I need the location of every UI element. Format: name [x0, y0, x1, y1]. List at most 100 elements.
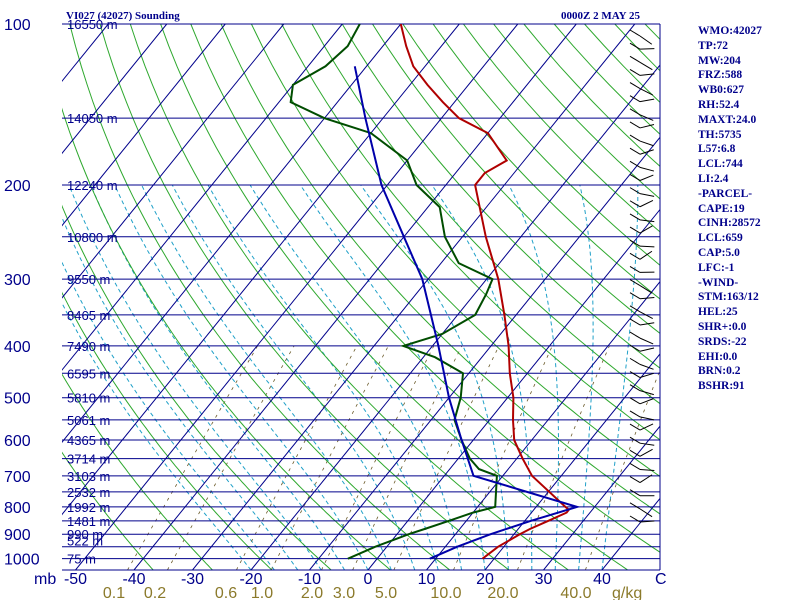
pressure-tick-label: 300 — [4, 272, 31, 289]
wind-barb — [639, 423, 654, 431]
moist-adiabat-line — [508, 184, 559, 570]
wind-barb — [639, 48, 655, 50]
wind-barb — [639, 166, 655, 172]
temperature-tick-label: -20 — [239, 571, 262, 588]
isotherm-line — [62, 24, 460, 516]
dry-adiabat-line — [311, 24, 660, 405]
height-label: 4365 m — [67, 433, 110, 448]
wind-barb-flag — [629, 305, 641, 313]
moist-adiabat-line — [68, 184, 322, 570]
dry-adiabat-line — [584, 24, 660, 103]
wind-barb-flag — [629, 318, 641, 326]
isotherm-line — [192, 24, 636, 570]
wind-barb-flag — [629, 147, 641, 155]
moist-adiabat-line — [299, 184, 486, 570]
height-label: 14050 m — [67, 111, 118, 126]
mixing-ratio-label: 0.6 — [215, 585, 237, 600]
moist-adiabat-line — [62, 301, 252, 570]
wind-barb-flag — [629, 331, 641, 339]
temperature-tick-label: 30 — [535, 571, 553, 588]
moist-adiabat-line — [141, 184, 392, 570]
moist-adiabat-line — [90, 184, 346, 570]
dry-adiabat-line — [160, 24, 628, 570]
height-label: 1481 m — [67, 514, 110, 529]
wind-barb — [639, 520, 655, 523]
wind-barb — [639, 296, 655, 300]
sounding-profiles — [289, 24, 581, 560]
valid-time: 0000Z 2 MAY 25 — [561, 10, 640, 22]
wind-barb-flag — [629, 187, 641, 195]
dry-adiabat-line — [553, 24, 660, 135]
height-label: 990 m — [67, 527, 103, 542]
moist-adiabat-line — [62, 216, 299, 570]
index-13: CINH:28572 — [698, 217, 761, 230]
wind-barb — [639, 149, 654, 155]
wind-barb-flag — [629, 423, 641, 431]
wind-barb-flag — [629, 371, 641, 378]
isotherm-line — [426, 280, 660, 570]
mixing-ratio-label: 10.0 — [430, 585, 461, 600]
wind-barb — [639, 35, 653, 45]
wind-barb — [639, 174, 654, 181]
height-label: 2532 m — [67, 485, 110, 500]
dry-adiabat-line — [62, 373, 213, 570]
mixing-ratio-label: 1.0 — [251, 585, 273, 600]
moist-adiabat-line — [360, 184, 509, 570]
temperature-unit-label: C — [655, 571, 667, 588]
wind-barb — [639, 442, 655, 446]
wind-barb — [639, 88, 654, 96]
wind-barb — [639, 114, 654, 121]
wind-barb-flag — [629, 108, 641, 116]
wind-barb-flag — [629, 357, 641, 365]
index-23: BRN:0.2 — [698, 365, 741, 378]
pressure-tick-label: 900 — [4, 527, 31, 544]
dry-adiabat-line — [62, 451, 154, 570]
wind-barb — [639, 390, 654, 396]
wind-barb-flag — [629, 213, 641, 221]
dry-adiabat-line — [129, 24, 569, 570]
dry-adiabats — [62, 24, 660, 570]
height-label: 75 m — [67, 552, 96, 567]
temperature-tick-label: -10 — [298, 571, 321, 588]
isotherm-line — [62, 24, 402, 444]
index-20: SHR+:0.0 — [698, 320, 747, 333]
index-14: LCL:659 — [698, 232, 743, 245]
dry-adiabat-line — [250, 24, 660, 478]
index-3: FRZ:588 — [698, 69, 743, 82]
index-12: CAPE:19 — [698, 202, 745, 215]
index-5: RH:52.4 — [698, 98, 740, 111]
mixing-ratio-line — [393, 345, 500, 570]
isotherm-line — [543, 425, 660, 570]
wind-barb — [639, 73, 655, 76]
height-label: 5061 m — [67, 413, 110, 428]
height-label: 12240 m — [67, 178, 118, 193]
height-label: 522 m — [67, 534, 103, 549]
wind-barb — [639, 416, 655, 421]
mixing-ratio-line — [585, 369, 660, 570]
index-11: -PARCEL- — [698, 187, 753, 200]
temperature-tick-label: 10 — [418, 571, 436, 588]
wind-barb-flag — [629, 266, 641, 273]
height-label: 3103 m — [67, 469, 110, 484]
wind-barb — [639, 372, 654, 378]
moist-adiabats — [62, 184, 639, 570]
index-19: HEL:25 — [698, 306, 738, 319]
moist-adiabat-line — [431, 184, 533, 570]
wind-barb-flag — [629, 515, 641, 523]
isotherm-line — [62, 24, 343, 371]
mixing-ratio-label: 0.1 — [103, 585, 125, 600]
height-label: 5810 m — [67, 391, 110, 406]
wind-barb — [639, 347, 655, 352]
index-9: LCL:744 — [698, 158, 743, 171]
dewpoint-profile — [289, 24, 498, 560]
wind-barb — [639, 98, 655, 103]
pressure-tick-label: 800 — [4, 500, 31, 517]
wind-barb-flag — [629, 239, 641, 247]
wind-barb-flag — [629, 174, 641, 181]
wind-barb — [639, 219, 655, 223]
wind-barb-flag — [629, 279, 641, 286]
height-label: 10800 m — [67, 230, 118, 245]
isotherm-line — [309, 136, 660, 570]
wind-barb-flag — [629, 436, 641, 444]
